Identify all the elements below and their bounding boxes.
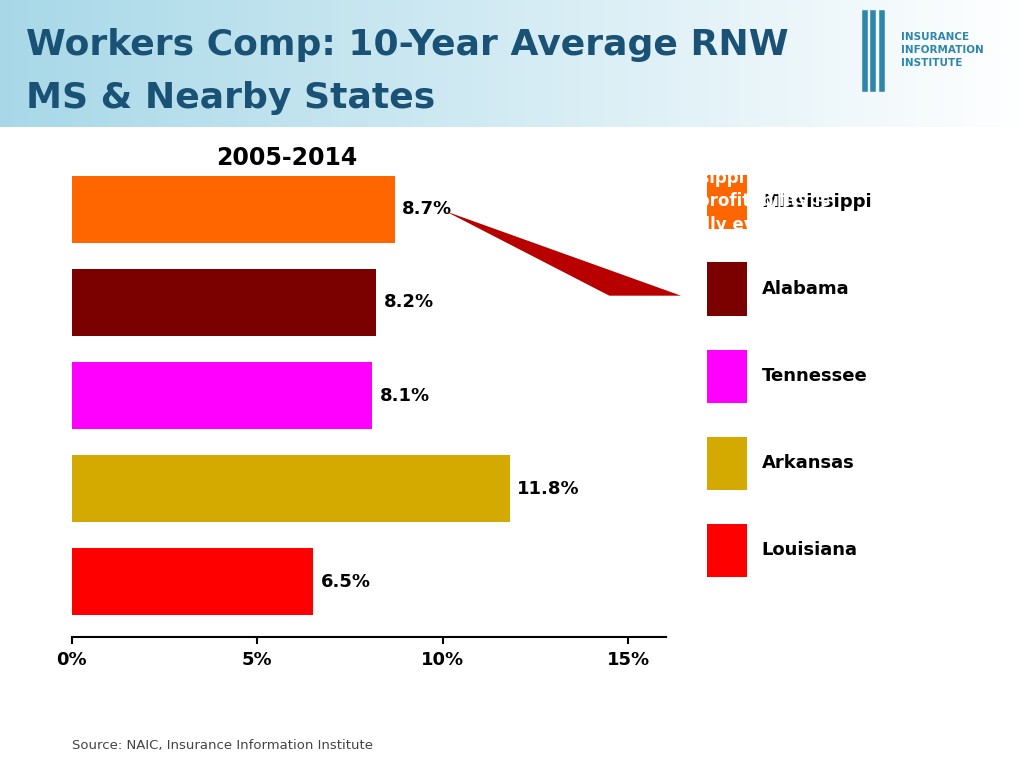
Text: 6.5%: 6.5%	[321, 573, 371, 591]
Text: 2005-2014: 2005-2014	[216, 146, 357, 170]
Text: INSURANCE
INFORMATION
INSTITUTE: INSURANCE INFORMATION INSTITUTE	[901, 31, 984, 68]
Text: Workers Comp: 10-Year Average RNW: Workers Comp: 10-Year Average RNW	[26, 28, 788, 62]
Text: Louisiana: Louisiana	[762, 541, 858, 559]
Text: Mississippi Workers
Comp profitability is
basically even with
its neighbors: Mississippi Workers Comp profitability i…	[639, 169, 830, 257]
Text: MS & Nearby States: MS & Nearby States	[26, 81, 435, 115]
Text: 8.1%: 8.1%	[380, 386, 430, 405]
Text: 11.8%: 11.8%	[517, 479, 580, 498]
Text: Source: NAIC, Insurance Information Institute: Source: NAIC, Insurance Information Inst…	[72, 739, 373, 752]
Text: 8.7%: 8.7%	[402, 200, 453, 218]
FancyBboxPatch shape	[708, 524, 746, 577]
Bar	[72, 455, 510, 522]
FancyBboxPatch shape	[708, 437, 746, 490]
Bar	[72, 362, 373, 429]
Text: Tennessee: Tennessee	[762, 367, 867, 386]
FancyBboxPatch shape	[708, 349, 746, 402]
Text: 8.2%: 8.2%	[383, 293, 433, 312]
Bar	[72, 176, 394, 243]
Bar	[72, 269, 376, 336]
Text: Mississippi: Mississippi	[762, 193, 872, 211]
Text: Arkansas: Arkansas	[762, 454, 855, 472]
Bar	[72, 548, 313, 615]
FancyBboxPatch shape	[708, 175, 746, 229]
FancyBboxPatch shape	[708, 263, 746, 316]
Text: Alabama: Alabama	[762, 280, 850, 298]
